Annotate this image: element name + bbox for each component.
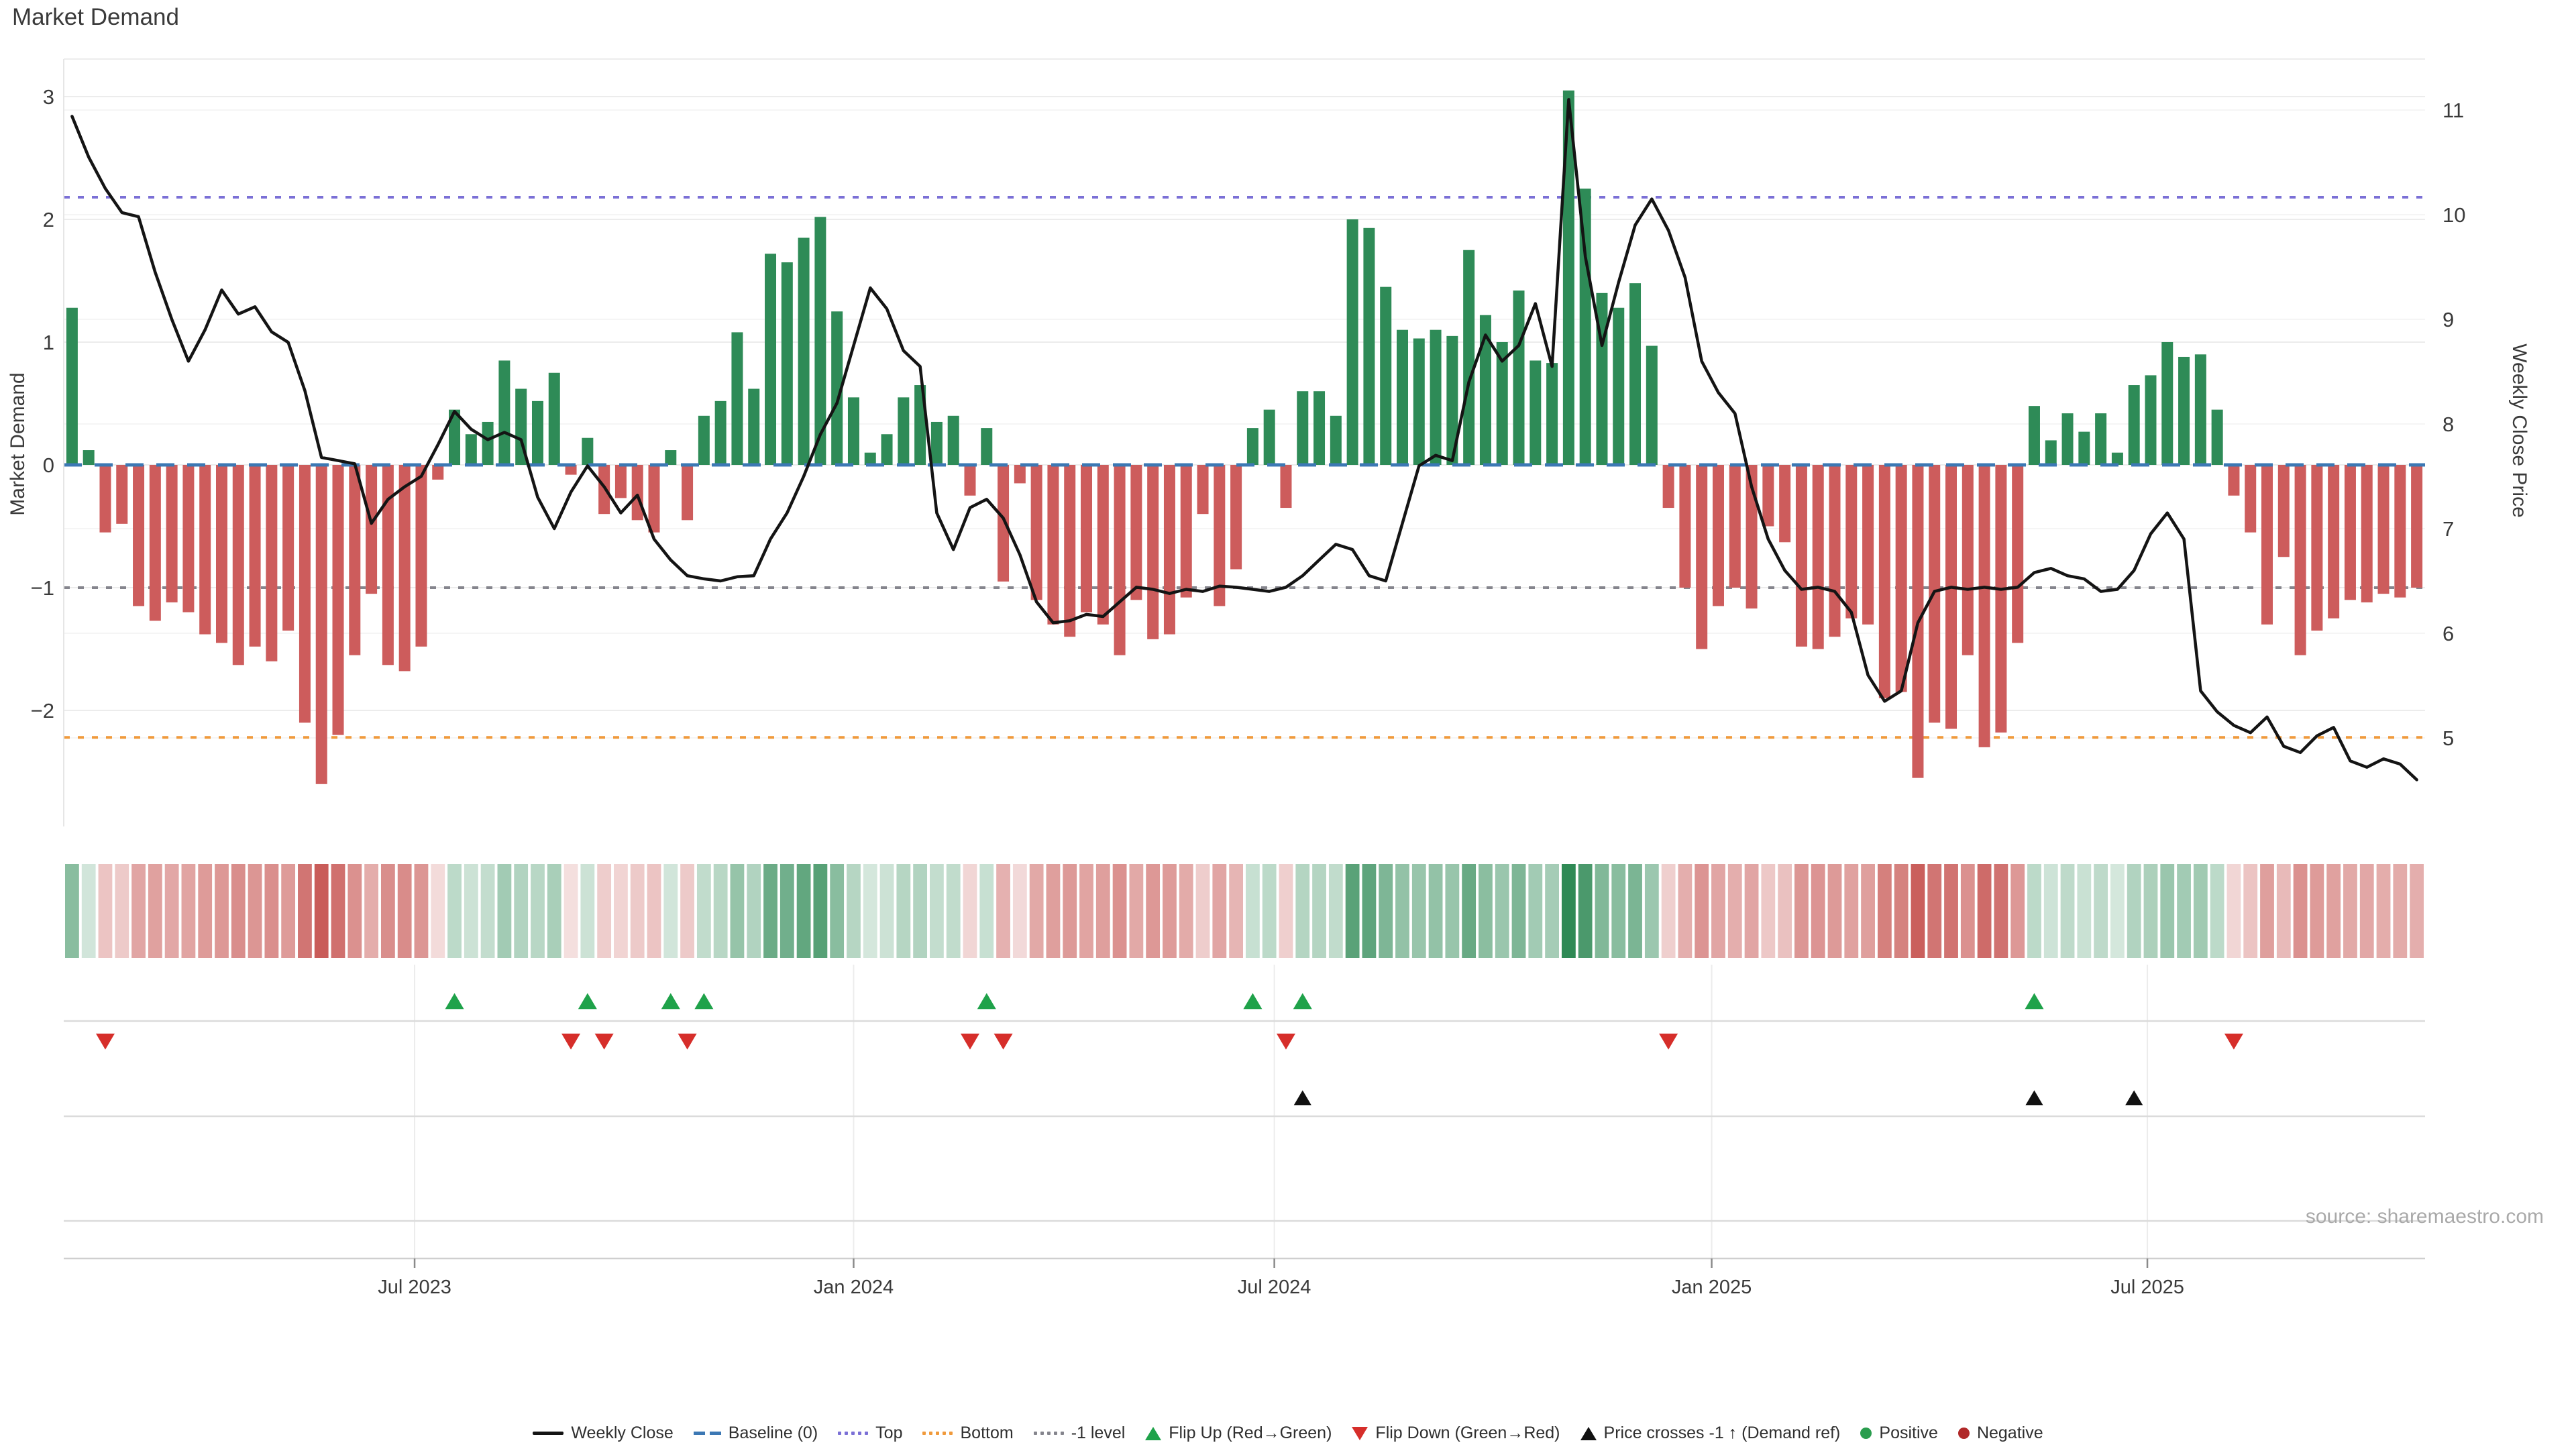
- legend-label: Flip Down (Green→Red): [1375, 1424, 1560, 1442]
- legend-label: Baseline (0): [728, 1424, 818, 1442]
- legend: Weekly Close Baseline (0) Top Bottom -1 leve…: [0, 1424, 2576, 1443]
- x-tick-label: Jul 2023: [378, 1277, 451, 1298]
- legend-glyph-dots-icon: [838, 1432, 869, 1435]
- legend-glyph-dots-icon: [1033, 1432, 1064, 1435]
- right-tick-label: 6: [2443, 622, 2454, 645]
- left-tick-label: −1: [31, 576, 54, 600]
- left-axis-ticks: 3 2 1 0 −1 −2: [31, 59, 64, 826]
- legend-item-top: Top: [838, 1424, 902, 1443]
- legend-label: Bottom: [960, 1424, 1014, 1442]
- right-axis-ticks: 11 10 9 8 7 6 5: [2443, 99, 2465, 750]
- legend-label: Price crosses -1 ↑ (Demand ref): [1603, 1424, 1841, 1442]
- demand-bars: [66, 90, 2423, 784]
- legend-item-positive: Positive: [1860, 1424, 1938, 1443]
- legend-label: -1 level: [1071, 1424, 1126, 1442]
- legend-item-negative: Negative: [1957, 1424, 2043, 1443]
- flip-down-markers: [95, 1033, 2243, 1050]
- legend-label: Weekly Close: [571, 1424, 674, 1442]
- legend-item-price-crosses-1-demand-ref: Price crosses -1 ↑ (Demand ref): [1580, 1424, 1841, 1443]
- right-tick-label: 9: [2443, 308, 2454, 331]
- legend-label: Negative: [1976, 1424, 2043, 1442]
- flip-up-markers: [445, 993, 2044, 1010]
- legend-glyph-tri-up-icon: [1145, 1426, 1162, 1440]
- legend-glyph-line-icon: [533, 1432, 564, 1435]
- left-tick-label: 2: [43, 208, 54, 231]
- left-tick-label: 1: [43, 331, 54, 354]
- x-tick-label: Jan 2025: [1672, 1277, 1752, 1298]
- right-tick-label: 5: [2443, 727, 2454, 750]
- right-tick-label: 11: [2443, 99, 2464, 122]
- marker-panel: [64, 965, 2425, 1258]
- legend-glyph-tri-up-icon: [1580, 1426, 1597, 1440]
- x-tick-label: Jul 2025: [2110, 1277, 2184, 1298]
- legend-glyph-circle-icon: [1957, 1428, 1970, 1439]
- left-tick-label: 0: [43, 453, 54, 477]
- price-cross-markers: [1293, 1090, 2143, 1106]
- weekly-close-line: [70, 98, 2418, 782]
- legend-item-1-level: -1 level: [1033, 1424, 1126, 1443]
- legend-item-flip-up-red-green: Flip Up (Red→Green): [1145, 1424, 1332, 1443]
- legend-item-flip-down-green-red: Flip Down (Green→Red): [1352, 1424, 1560, 1443]
- legend-item-weekly-close: Weekly Close: [533, 1424, 674, 1443]
- page-title: Market Demand: [12, 4, 179, 30]
- x-tick-label: Jul 2024: [1238, 1277, 1311, 1298]
- legend-glyph-tri-down-icon: [1352, 1426, 1368, 1440]
- right-tick-label: 10: [2443, 203, 2465, 227]
- x-tick-label: Jan 2024: [814, 1277, 894, 1298]
- left-tick-label: −2: [31, 699, 54, 722]
- x-axis: Jul 2023 Jan 2024 Jul 2024 Jan 2025 Jul 2025: [64, 1257, 2425, 1298]
- legend-item-baseline-0: Baseline (0): [693, 1424, 818, 1443]
- legend-glyph-dots-icon: [922, 1432, 953, 1435]
- legend-glyph-dashes-icon: [693, 1432, 721, 1435]
- legend-item-bottom: Bottom: [922, 1424, 1014, 1443]
- legend-label: Positive: [1879, 1424, 1938, 1442]
- legend-label: Flip Up (Red→Green): [1169, 1424, 1332, 1442]
- legend-label: Top: [875, 1424, 903, 1442]
- demand-heatmap: [65, 864, 2424, 958]
- left-tick-label: 3: [43, 85, 54, 109]
- legend-glyph-circle-icon: [1860, 1428, 1872, 1439]
- right-tick-label: 8: [2443, 413, 2454, 436]
- right-tick-label: 7: [2443, 517, 2454, 541]
- source-credit: source: sharemaestro.com: [2305, 1205, 2544, 1228]
